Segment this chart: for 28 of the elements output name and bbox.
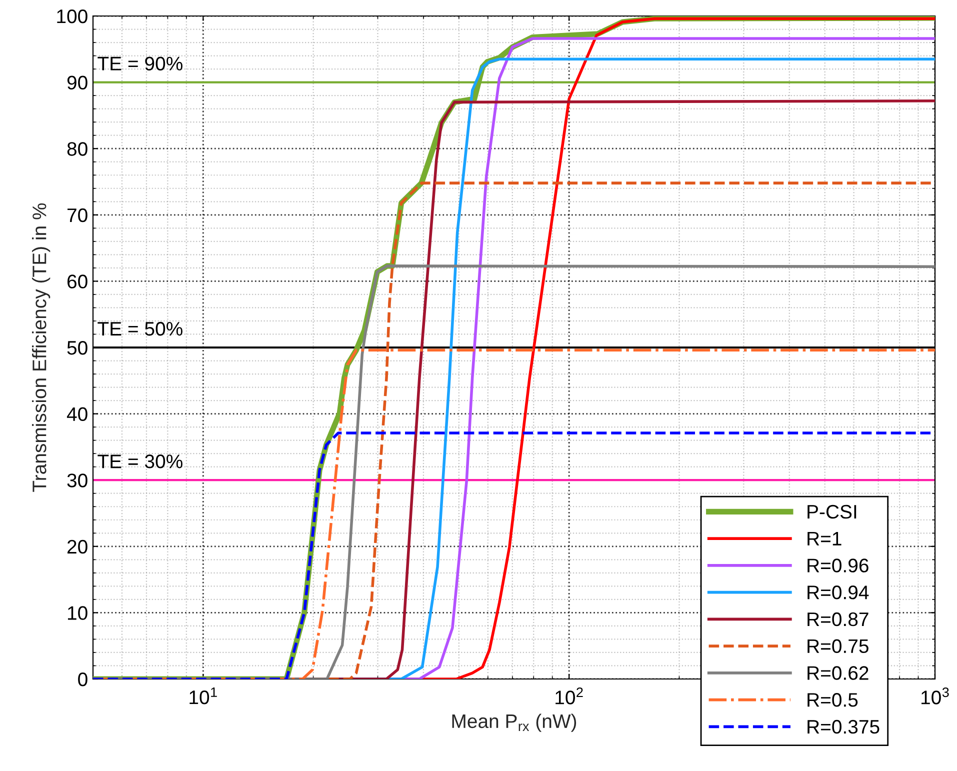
y-tick-label: 0 [78, 672, 88, 686]
x-tick-label: 10$^{3}$ [922, 687, 949, 704]
y-tick-label: 80 [67, 142, 88, 156]
y-tick-label: 100 [57, 9, 88, 24]
y-tick-label: 90 [67, 76, 88, 90]
x-tick-label: 10$^{2}$ [556, 687, 583, 704]
y-tick-label: 20 [67, 540, 88, 554]
legend-label: R=0.75 [808, 639, 868, 654]
legend-label: P-CSI [808, 504, 856, 519]
ref-line-label: TE = 50% [98, 322, 182, 336]
y-tick-label: 10 [68, 606, 88, 620]
x-axis-title: Mean P$_{rx}$ (nW) [452, 714, 576, 732]
y-axis-title: Transmission Efficiency (TE) in % [32, 203, 50, 492]
legend-label: R=1 [808, 532, 842, 546]
legend-label: R=0.375 [808, 720, 880, 734]
ref-line-label: TE = 30% [98, 454, 182, 468]
y-tick-label: 60 [68, 274, 88, 288]
y-tick-label: 50 [67, 340, 88, 355]
y-tick-label: 70 [68, 208, 88, 222]
y-tick-label: 30 [67, 474, 88, 488]
ref-line-label: TE = 90% [98, 56, 182, 70]
x-tick-label: 10$^{1}$ [190, 687, 217, 704]
legend-label: R=0.94 [808, 586, 869, 600]
legend-label: R=0.62 [808, 666, 868, 680]
y-tick-label: 40 [66, 407, 88, 422]
legend-label: R=0.87 [808, 612, 868, 626]
legend-label: R=0.96 [808, 558, 868, 572]
legend-label: R=0.5 [808, 693, 858, 707]
